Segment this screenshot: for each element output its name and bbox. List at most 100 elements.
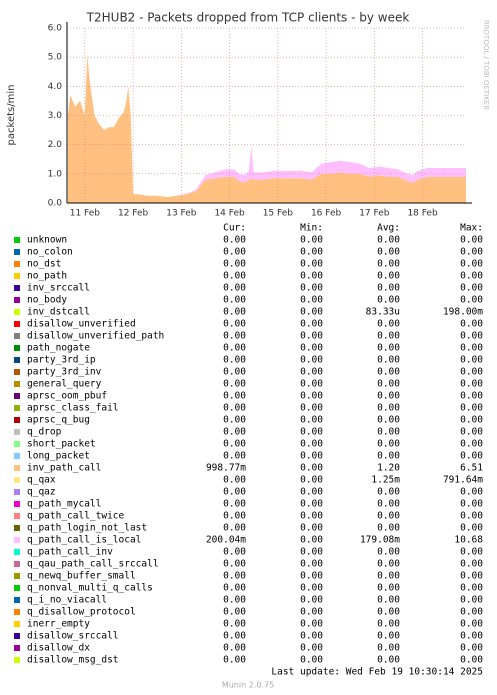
legend-name: q_path_login_not_last [27, 523, 147, 534]
legend-cur: 200.04m [206, 535, 246, 546]
legend-name: disallow_srccall [27, 631, 119, 642]
legend-min: 0.00 [300, 535, 323, 546]
legend-min: 0.00 [300, 439, 323, 450]
legend-max: 0.00 [460, 295, 483, 306]
legend-name: q_qaz [27, 487, 56, 498]
legend-name: q_path_call_is_local [27, 535, 141, 546]
legend-min: 0.00 [300, 499, 323, 510]
legend-max: 0.00 [460, 583, 483, 594]
legend-max: 0.00 [460, 235, 483, 246]
legend-name: long_packet [27, 451, 90, 462]
column-header: Max: [460, 223, 483, 234]
legend-cur: 0.00 [223, 271, 246, 282]
legend-swatch [14, 321, 20, 327]
legend-max: 0.00 [460, 415, 483, 426]
legend-avg: 179.08m [360, 535, 400, 546]
legend-name: disallow_dx [27, 643, 90, 654]
x-tick-label: 11 Feb [70, 209, 101, 219]
legend-name: q_path_call_twice [27, 511, 125, 522]
legend-min: 0.00 [300, 583, 323, 594]
legend-avg: 0.00 [377, 235, 400, 246]
legend-cur: 0.00 [223, 283, 246, 294]
legend-swatch [14, 417, 20, 423]
legend-cur: 0.00 [223, 499, 246, 510]
legend-swatch [14, 405, 20, 411]
legend-swatch [14, 261, 20, 267]
legend-name: disallow_msg_dst [27, 655, 119, 666]
legend-min: 0.00 [300, 355, 323, 366]
legend-min: 0.00 [300, 295, 323, 306]
x-tick-label: 14 Feb [214, 209, 245, 219]
legend-name: q_nonval_multi_q_calls [27, 583, 153, 594]
legend-swatch [14, 369, 20, 375]
last-update: Last update: Wed Feb 19 10:30:14 2025 [271, 667, 483, 678]
legend-avg: 0.00 [377, 319, 400, 330]
legend-min: 0.00 [300, 511, 323, 522]
legend-swatch [14, 441, 20, 447]
legend-cur: 0.00 [223, 427, 246, 438]
legend-avg: 1.20 [377, 463, 400, 474]
legend-avg: 0.00 [377, 559, 400, 570]
legend-swatch [14, 597, 20, 603]
legend-min: 0.00 [300, 379, 323, 390]
legend-avg: 0.00 [377, 331, 400, 342]
legend-cur: 0.00 [223, 523, 246, 534]
legend-swatch [14, 633, 20, 639]
legend-cur: 0.00 [223, 319, 246, 330]
legend-cur: 0.00 [223, 547, 246, 558]
legend-max: 0.00 [460, 631, 483, 642]
legend-cur: 0.00 [223, 607, 246, 618]
legend-cur: 0.00 [223, 259, 246, 270]
legend-min: 0.00 [300, 247, 323, 258]
legend-min: 0.00 [300, 307, 323, 318]
legend-cur: 0.00 [223, 643, 246, 654]
legend-cur: 0.00 [223, 235, 246, 246]
legend-cur: 0.00 [223, 355, 246, 366]
legend-name: inerr_empty [27, 619, 90, 630]
legend-swatch [14, 357, 20, 363]
legend-max: 0.00 [460, 247, 483, 258]
legend-max: 6.51 [460, 463, 483, 474]
legend-max: 0.00 [460, 439, 483, 450]
y-tick-label: 0.0 [48, 199, 63, 209]
legend-min: 0.00 [300, 607, 323, 618]
legend-name: short_packet [27, 439, 96, 450]
legend-swatch [14, 429, 20, 435]
legend-swatch [14, 381, 20, 387]
legend-cur: 0.00 [223, 391, 246, 402]
legend-min: 0.00 [300, 427, 323, 438]
area [67, 54, 466, 203]
legend-cur: 0.00 [223, 307, 246, 318]
legend-avg: 0.00 [377, 547, 400, 558]
legend-swatch [14, 513, 20, 519]
legend-max: 0.00 [460, 451, 483, 462]
legend-cur: 0.00 [223, 343, 246, 354]
legend-avg: 0.00 [377, 655, 400, 666]
legend-avg: 0.00 [377, 379, 400, 390]
legend-min: 0.00 [300, 487, 323, 498]
legend-name: inv_dstcall [27, 307, 90, 318]
legend-name: q_disallow_protocol [27, 607, 136, 618]
legend-name: party_3rd_inv [27, 367, 102, 378]
legend-name: no_colon [27, 247, 73, 258]
legend-name: inv_path_call [27, 463, 101, 474]
legend-min: 0.00 [300, 367, 323, 378]
legend-name: disallow_unverified_path [27, 331, 164, 342]
x-tick-label: 16 Feb [311, 209, 342, 219]
legend-cur: 0.00 [223, 631, 246, 642]
legend-avg: 0.00 [377, 403, 400, 414]
legend-avg: 83.33u [366, 307, 400, 318]
legend-avg: 0.00 [377, 523, 400, 534]
legend-swatch [14, 297, 20, 303]
legend-avg: 0.00 [377, 451, 400, 462]
legend-name: aprsc_oom_pbuf [27, 391, 107, 402]
legend-swatch [14, 501, 20, 507]
legend-cur: 0.00 [223, 367, 246, 378]
legend-max: 0.00 [460, 619, 483, 630]
legend-swatch [14, 249, 20, 255]
legend-avg: 0.00 [377, 283, 400, 294]
legend-min: 0.00 [300, 619, 323, 630]
legend-max: 10.68 [454, 535, 483, 546]
legend-avg: 0.00 [377, 487, 400, 498]
